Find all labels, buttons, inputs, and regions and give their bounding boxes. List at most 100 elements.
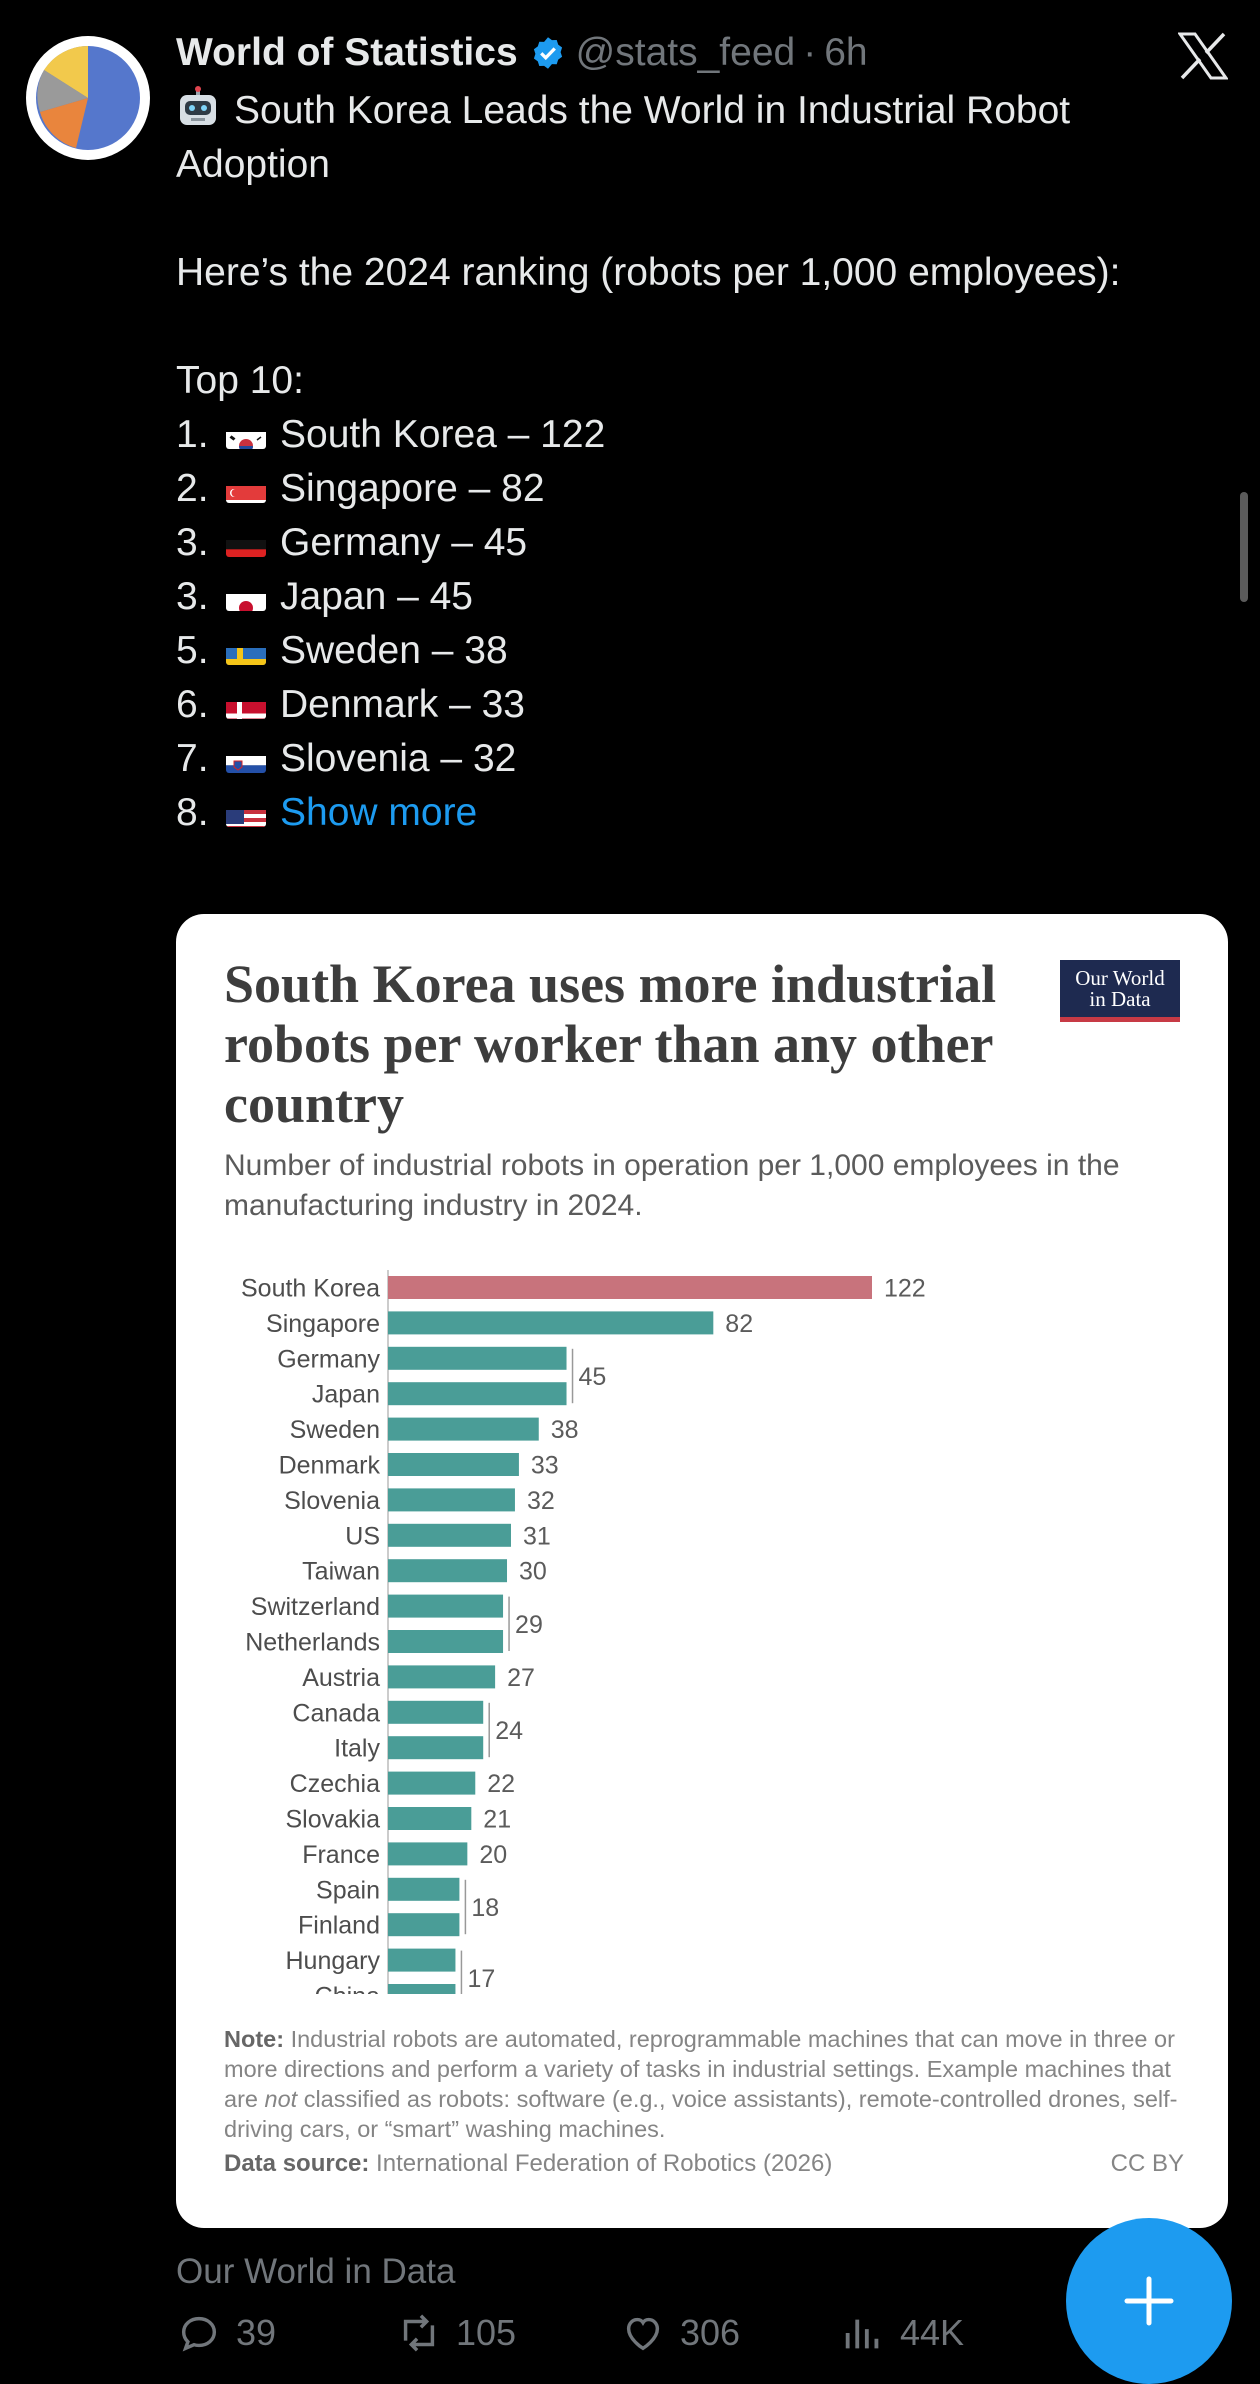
like-button[interactable]: 306: [620, 2310, 840, 2356]
bar: [388, 1382, 567, 1406]
bar: [388, 1594, 504, 1618]
like-count: 306: [680, 2312, 741, 2353]
note-label: Note:: [224, 2026, 285, 2052]
rank-number: 5.: [176, 629, 209, 672]
bar: [388, 1807, 472, 1830]
flag-jp-icon: [226, 583, 266, 611]
tweet-header: World of Statistics @stats_feed · 6h: [176, 28, 868, 78]
source-label: Data source:: [224, 2150, 370, 2177]
rank-number: 3.: [176, 575, 209, 618]
category-label: France: [302, 1841, 380, 1869]
bar: [388, 1276, 872, 1299]
robot-face-icon: [176, 85, 220, 129]
verified-badge-icon: [530, 35, 566, 71]
flag-dk-icon: [226, 691, 266, 719]
ranking-item: 1. South Korea – 122: [176, 408, 1186, 462]
ranking-country: Slovenia – 32: [280, 737, 517, 780]
headline-text: South Korea Leads the World in Industria…: [176, 89, 1071, 186]
chart-note: Note: Industrial robots are automated, r…: [224, 2024, 1194, 2144]
category-label: Denmark: [279, 1452, 381, 1480]
ranking-item: 6. Denmark – 33: [176, 678, 1186, 732]
flag-us-icon: [226, 799, 266, 827]
data-source: Data source: International Federation of…: [224, 2150, 1184, 2178]
category-label: Germany: [277, 1345, 380, 1373]
views-button[interactable]: 44K: [840, 2310, 964, 2356]
author-name[interactable]: World of Statistics: [176, 31, 518, 74]
value-label: 20: [479, 1841, 507, 1869]
value-label: 32: [527, 1487, 555, 1515]
timestamp[interactable]: 6h: [824, 31, 868, 74]
bar: [388, 1665, 496, 1689]
bar: [388, 1346, 567, 1370]
bar: [388, 1523, 511, 1547]
card-source-domain[interactable]: Our World in Data: [176, 2252, 456, 2291]
category-label: Japan: [312, 1381, 380, 1409]
compose-button[interactable]: [1066, 2218, 1232, 2384]
flag-de-icon: [226, 529, 266, 557]
chart-image-card[interactable]: South Korea uses more industrial robots …: [176, 914, 1228, 2228]
x-logo-icon[interactable]: [1177, 32, 1229, 85]
repost-icon: [403, 2314, 435, 2352]
note-emphasis: not: [264, 2086, 298, 2112]
avatar[interactable]: [26, 36, 150, 160]
category-label: Taiwan: [302, 1558, 380, 1586]
category-label: Sweden: [290, 1416, 380, 1444]
scrollbar-thumb[interactable]: [1240, 492, 1248, 602]
bar: [388, 1877, 460, 1901]
value-label: 24: [495, 1717, 523, 1745]
bar: [388, 1984, 456, 1994]
ranking-list: 1. South Korea – 122 2. Singapore – 82 3. Ger…: [176, 408, 1186, 786]
bar: [388, 1736, 484, 1760]
plus-icon: [1124, 2276, 1174, 2326]
category-label: Canada: [292, 1699, 380, 1727]
value-label: 38: [551, 1416, 579, 1444]
note-text-2: classified as robots: software (e.g., vo…: [224, 2086, 1178, 2142]
list-title: Top 10:: [176, 359, 304, 402]
tweet-intro: Here’s the 2024 ranking (robots per 1,00…: [176, 251, 1121, 294]
value-label: 17: [467, 1965, 495, 1993]
bar: [388, 1771, 476, 1795]
bar: [388, 1488, 515, 1512]
pie-chart-avatar-icon: [36, 46, 140, 150]
note-text: Industrial robots are automated, reprogr…: [224, 2026, 1175, 2112]
category-label: Hungary: [286, 1947, 381, 1975]
source-text: International Federation of Robotics (20…: [369, 2150, 833, 2177]
value-label: 33: [531, 1452, 559, 1480]
bar: [388, 1700, 484, 1724]
value-label: 31: [523, 1522, 551, 1550]
value-label: 21: [483, 1806, 511, 1834]
bar: [388, 1842, 468, 1866]
rank-number: 6.: [176, 683, 209, 726]
view-count: 44K: [900, 2312, 965, 2353]
chart-subtitle: Number of industrial robots in operation…: [224, 1149, 1120, 1222]
reply-count: 39: [236, 2312, 277, 2353]
category-label: Finland: [298, 1912, 380, 1940]
bar: [388, 1453, 519, 1476]
ranking-item: 3. Japan – 45: [176, 570, 1186, 624]
category-label: Italy: [334, 1735, 380, 1763]
value-label: 18: [471, 1894, 499, 1922]
category-label: Singapore: [266, 1310, 380, 1338]
bar: [388, 1559, 508, 1583]
bar: [388, 1913, 460, 1937]
ranking-country: Denmark – 33: [280, 683, 525, 726]
category-label: Spain: [316, 1876, 380, 1904]
bar: [388, 1630, 504, 1653]
reply-button[interactable]: 39: [176, 2310, 396, 2356]
value-label: 29: [515, 1611, 543, 1639]
flag-se-icon: [226, 637, 266, 665]
repost-button[interactable]: 105: [396, 2310, 620, 2356]
tweet-body: South Korea Leads the World in Industria…: [176, 84, 1186, 840]
ranking-item: 2. Singapore – 82: [176, 462, 1186, 516]
bar: [388, 1417, 539, 1441]
show-more-link[interactable]: Show more: [280, 791, 478, 834]
value-label: 30: [519, 1558, 547, 1586]
category-label: Slovenia: [284, 1487, 380, 1515]
flag-si-icon: [226, 745, 266, 773]
author-handle[interactable]: @stats_feed: [575, 31, 796, 74]
category-label: US: [345, 1522, 380, 1550]
ranking-country: South Korea – 122: [280, 413, 606, 456]
separator-dot: ·: [803, 31, 817, 74]
bar: [388, 1311, 714, 1335]
value-label: 27: [507, 1664, 535, 1692]
